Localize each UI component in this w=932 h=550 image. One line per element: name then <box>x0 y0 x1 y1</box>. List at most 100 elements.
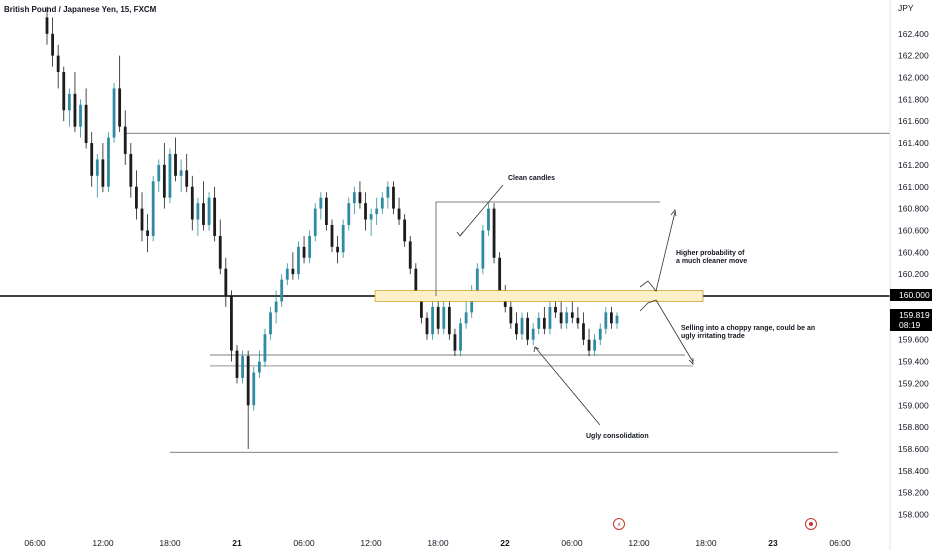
time-tick-label: 18:00 <box>427 538 449 548</box>
candle-body-down <box>185 170 189 187</box>
candle-body-up <box>67 93 71 111</box>
flash-event-icon[interactable]: ⚡ <box>613 518 625 530</box>
candle-body-up <box>95 159 99 176</box>
horizontal-levels[interactable] <box>0 132 890 453</box>
candle-body-down <box>576 317 580 324</box>
candle-body-down <box>218 235 222 269</box>
candle-body-up <box>537 317 541 329</box>
candle-body-up <box>252 372 256 406</box>
price-tick-label: 162.400 <box>898 29 929 39</box>
higher-probability-label-line1: Higher probability of <box>676 250 745 257</box>
candle-body-down <box>526 317 529 340</box>
candle-body-down <box>129 153 133 187</box>
projection-down-path[interactable] <box>639 299 694 363</box>
dividend-event-icon[interactable] <box>805 518 817 530</box>
candle-body-down <box>246 356 250 406</box>
candle-body-down <box>56 55 60 73</box>
time-tick-label: 12:00 <box>92 538 114 548</box>
projection-up-path[interactable] <box>639 211 676 292</box>
selling-label-line1: Selling into a choppy range, could be an <box>681 325 815 332</box>
candle-body-down <box>336 246 339 253</box>
candle-body-up <box>375 208 379 215</box>
arrow-head <box>670 209 677 217</box>
candle-body-down <box>325 197 328 225</box>
candle-body-up <box>179 170 183 176</box>
candle-body-up <box>593 339 597 351</box>
candle-body-up <box>520 317 524 335</box>
time-axis[interactable]: 06:00 12:00 18:00 21 06:00 12:00 18:00 22 06:00 1… <box>24 538 851 548</box>
price-tick-label: 158.000 <box>898 510 929 520</box>
candle-body-down <box>447 306 451 335</box>
candle-body-up <box>112 88 116 138</box>
candle-body-up <box>481 230 485 269</box>
candle-body-up <box>79 104 82 127</box>
candle-body-up <box>386 186 390 198</box>
candle-body-down <box>73 93 77 127</box>
candle-body-down <box>330 224 334 247</box>
candle-body-down <box>392 186 395 209</box>
candle-body-down <box>213 197 217 236</box>
candle-body-down <box>45 17 49 34</box>
candle-body-down <box>118 88 122 127</box>
candle-body-up <box>442 306 446 329</box>
candle-body-down <box>425 317 429 335</box>
candle-body-up <box>280 279 284 302</box>
current-price-badge <box>890 309 932 331</box>
supply-zone-rectangle[interactable] <box>374 290 704 302</box>
candle-body-down <box>140 208 144 231</box>
candle-body-up <box>464 312 468 324</box>
candle-body-down <box>123 126 127 154</box>
price-tick-label: 159.600 <box>898 335 929 345</box>
time-tick-label: 23 <box>768 538 778 548</box>
clean-candles-arrow[interactable] <box>459 184 504 237</box>
price-badges: 160.000 159.819 08:19 <box>890 289 932 331</box>
candle-body-up <box>565 312 569 324</box>
time-tick-label: 06:00 <box>24 538 46 548</box>
candle-body-up <box>157 164 161 182</box>
price-tick-label: 160.600 <box>898 225 929 235</box>
candle-body-up <box>347 203 351 225</box>
clean-candles-label: Clean candles <box>508 175 555 182</box>
candle-body-up <box>548 306 552 329</box>
price-tick-label: 158.600 <box>898 444 929 454</box>
candle-body-down <box>610 312 613 324</box>
candle-body-up <box>352 192 356 204</box>
time-tick-label: 21 <box>232 538 242 548</box>
arrow-head <box>533 346 540 353</box>
candle-body-up <box>615 315 619 324</box>
price-axis[interactable]: JPY 162.400 162.200 162.000 161.800 161.600 1… <box>889 0 929 550</box>
price-tick-label: 162.000 <box>898 73 929 83</box>
time-tick-label: 06:00 <box>561 538 583 548</box>
level-price-badge <box>890 289 932 301</box>
drawings[interactable] <box>374 184 704 426</box>
event-markers[interactable]: ⚡ <box>613 518 817 530</box>
current-price-text: 159.819 <box>899 310 930 320</box>
level-price-text: 160.000 <box>899 290 930 300</box>
candle-body-up <box>151 181 155 236</box>
candle-body-down <box>542 317 546 329</box>
time-tick-label: 18:00 <box>159 538 181 548</box>
candle-body-up <box>308 235 312 258</box>
candle-body-down <box>174 153 177 176</box>
ugly-consolidation-arrow[interactable] <box>534 346 601 426</box>
price-tick-label: 160.200 <box>898 269 929 279</box>
candle-body-down <box>291 268 295 275</box>
candle-body-down <box>230 296 233 351</box>
candle-body-up <box>604 312 608 329</box>
candle-body-down <box>587 339 591 351</box>
price-tick-label: 159.000 <box>898 400 929 410</box>
candle-body-up <box>341 224 345 253</box>
candle-body-up <box>369 214 373 220</box>
candle-body-up <box>531 328 535 340</box>
selling-label-line2: ugly irritating trade <box>681 333 745 340</box>
chart-title: British Pound / Japanese Yen, 15, FXCM <box>4 5 157 14</box>
price-tick-label: 158.200 <box>898 488 929 498</box>
candle-body-up <box>475 268 479 291</box>
price-tick-label: 161.400 <box>898 138 929 148</box>
candle-body-up <box>107 137 110 187</box>
clean-candles-box[interactable] <box>435 201 660 296</box>
candle-body-up <box>196 203 200 220</box>
candle-body-down <box>202 203 205 225</box>
